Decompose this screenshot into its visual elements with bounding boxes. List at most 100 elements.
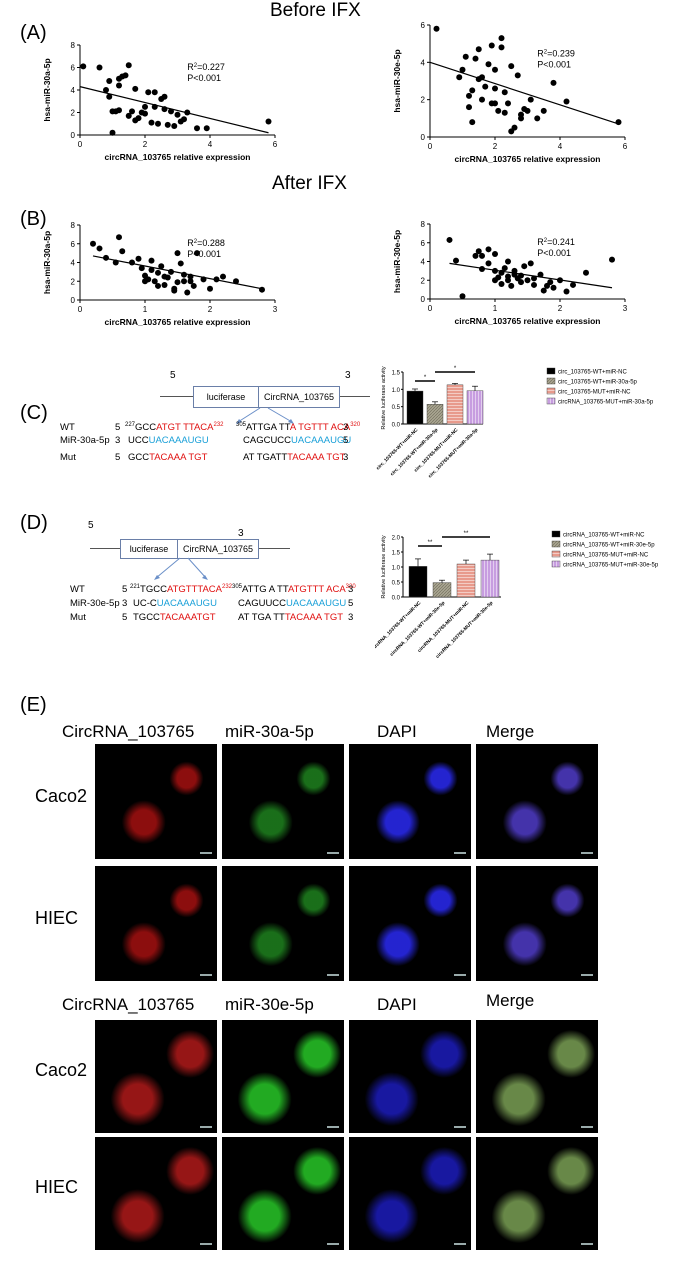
scatter-point — [184, 289, 191, 296]
mir-3prime: 3 — [115, 435, 121, 446]
scale-bar — [327, 1126, 339, 1128]
scatter-point — [524, 107, 531, 114]
x-tick-label: 1 — [493, 304, 498, 313]
wt-seed2-d: ATGTTT ACA — [287, 584, 346, 596]
x-tick-label: 2 — [208, 305, 213, 314]
luciferase-box: luciferase — [193, 386, 259, 408]
y-tick-label: 8 — [71, 41, 76, 50]
scatter-point — [505, 273, 511, 280]
y-tick-label: 2.0 — [392, 536, 401, 542]
scatter-point — [145, 276, 152, 283]
scatter-point — [466, 104, 472, 111]
y-tick-label: 0.0 — [392, 423, 401, 429]
scatter-point — [164, 121, 171, 128]
scatter-point — [203, 125, 210, 132]
y-tick-label: 2 — [421, 96, 426, 105]
legend-swatch — [546, 377, 556, 385]
r-squared-annotation: R2=0.241 — [537, 237, 575, 247]
bar-chart-d: 0.0 0.5 1.0 1.5 2.0 Relative luciferase activ… — [375, 530, 659, 660]
scatter-point — [109, 129, 116, 136]
circrna-box-d: CircRNA_103765 — [177, 539, 259, 559]
x-tick-label: 0 — [428, 304, 433, 313]
y-axis-label: Relative luciferase activity — [381, 535, 387, 599]
y-tick-label: 2 — [421, 276, 426, 285]
scatter-point — [540, 107, 547, 114]
scale-bar — [581, 1243, 593, 1245]
mir-seq1-d: UC-C — [133, 598, 157, 609]
scatter-point — [583, 269, 589, 276]
mir-label: MiR-30a-5p — [60, 435, 110, 446]
x-axis-label: circRNA_103765 relative expression — [104, 152, 250, 162]
micrograph-blue — [349, 744, 471, 859]
y-tick-label: 0 — [71, 296, 76, 305]
bar-chart-c: 0.0 0.5 1.0 1.5 Relative luciferase activity… — [375, 366, 654, 479]
scatter-point — [511, 124, 518, 131]
scatter-point — [181, 116, 187, 123]
y-tick-label: 6 — [71, 64, 76, 73]
y-axis-label: hsa-miR-30a-5p — [42, 58, 52, 121]
regression-line — [79, 86, 269, 134]
mut-seed2-d: TACAAA TGT — [284, 612, 344, 623]
scatter-point — [550, 284, 557, 291]
wt-pos3: 305 — [236, 422, 247, 428]
y-tick-label: 1.5 — [392, 551, 401, 557]
wt-pos1: 227 — [125, 422, 136, 428]
y-tick-label: 4 — [71, 259, 76, 268]
scatter-point — [492, 85, 498, 92]
scatter-point — [488, 42, 495, 49]
y-tick-label: 2 — [71, 109, 76, 118]
panel-label-d: (D) — [20, 512, 48, 534]
construct-arrows-d — [154, 557, 208, 580]
scale-bar — [454, 852, 466, 854]
significance-mark: * — [424, 375, 427, 381]
regression-line — [429, 61, 619, 125]
micrograph-blue — [349, 866, 471, 981]
y-tick-label: 0.5 — [392, 581, 401, 587]
scatter-point — [181, 278, 187, 285]
micrograph-red — [95, 1137, 217, 1250]
scatter-point — [472, 252, 479, 259]
regression-line — [449, 262, 613, 289]
scatter-point — [472, 55, 479, 62]
e-set2-header: CircRNA_103765 — [62, 995, 195, 1014]
legend-label: circ_103765-MUT+miR-NC — [558, 390, 631, 396]
construct-diagram-c: 5 3 luciferase CircRNA_103765 — [60, 360, 370, 470]
mut-seed2: TACAAA TGT — [287, 452, 346, 463]
x-tick-label: 4 — [208, 140, 213, 149]
wt-seq2: ATTGA TT — [246, 422, 290, 434]
scatter-point — [563, 98, 570, 105]
scatter-point — [446, 236, 453, 243]
scatter-point — [148, 257, 155, 264]
y-tick-label: 4 — [71, 86, 76, 95]
mir-5prime: 5 — [343, 435, 349, 446]
scale-bar — [581, 974, 593, 976]
legend-swatch — [551, 530, 561, 538]
y-tick-label: 4 — [421, 258, 426, 267]
legend-label: circRNA_103765-MUT+miR-30a-5p — [558, 400, 654, 406]
e-set2-header: DAPI — [377, 995, 417, 1014]
y-tick-label: 8 — [71, 221, 76, 230]
micrograph-green — [222, 866, 344, 981]
scatter-point — [116, 107, 122, 114]
scatter-point — [498, 44, 505, 51]
scatter-point — [142, 110, 148, 117]
micrograph-blue — [349, 1020, 471, 1133]
scale-bar — [581, 852, 593, 854]
legend-swatch — [551, 560, 561, 568]
scatter-point — [122, 72, 129, 79]
scatter-point — [508, 63, 515, 70]
scatter-point — [475, 46, 482, 53]
scatter-point — [96, 64, 103, 71]
scatter-point — [194, 250, 200, 257]
mut-5prime: 5 — [115, 452, 121, 463]
scatter-point — [148, 267, 155, 273]
scatter-point — [174, 250, 181, 257]
scatter-point — [534, 115, 541, 122]
scatter-point — [106, 93, 113, 100]
legend-label: circ_103765-WT+miR-30a-5p — [558, 380, 638, 386]
scale-bar — [200, 974, 212, 976]
wt-3prime-d: 3 — [348, 584, 354, 595]
mir-5prime-d: 5 — [348, 598, 354, 609]
scatter-point — [501, 109, 508, 116]
